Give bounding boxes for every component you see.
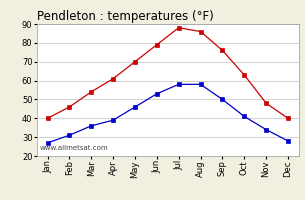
Text: www.allmetsat.com: www.allmetsat.com [39, 145, 108, 151]
Text: Pendleton : temperatures (°F): Pendleton : temperatures (°F) [37, 10, 213, 23]
